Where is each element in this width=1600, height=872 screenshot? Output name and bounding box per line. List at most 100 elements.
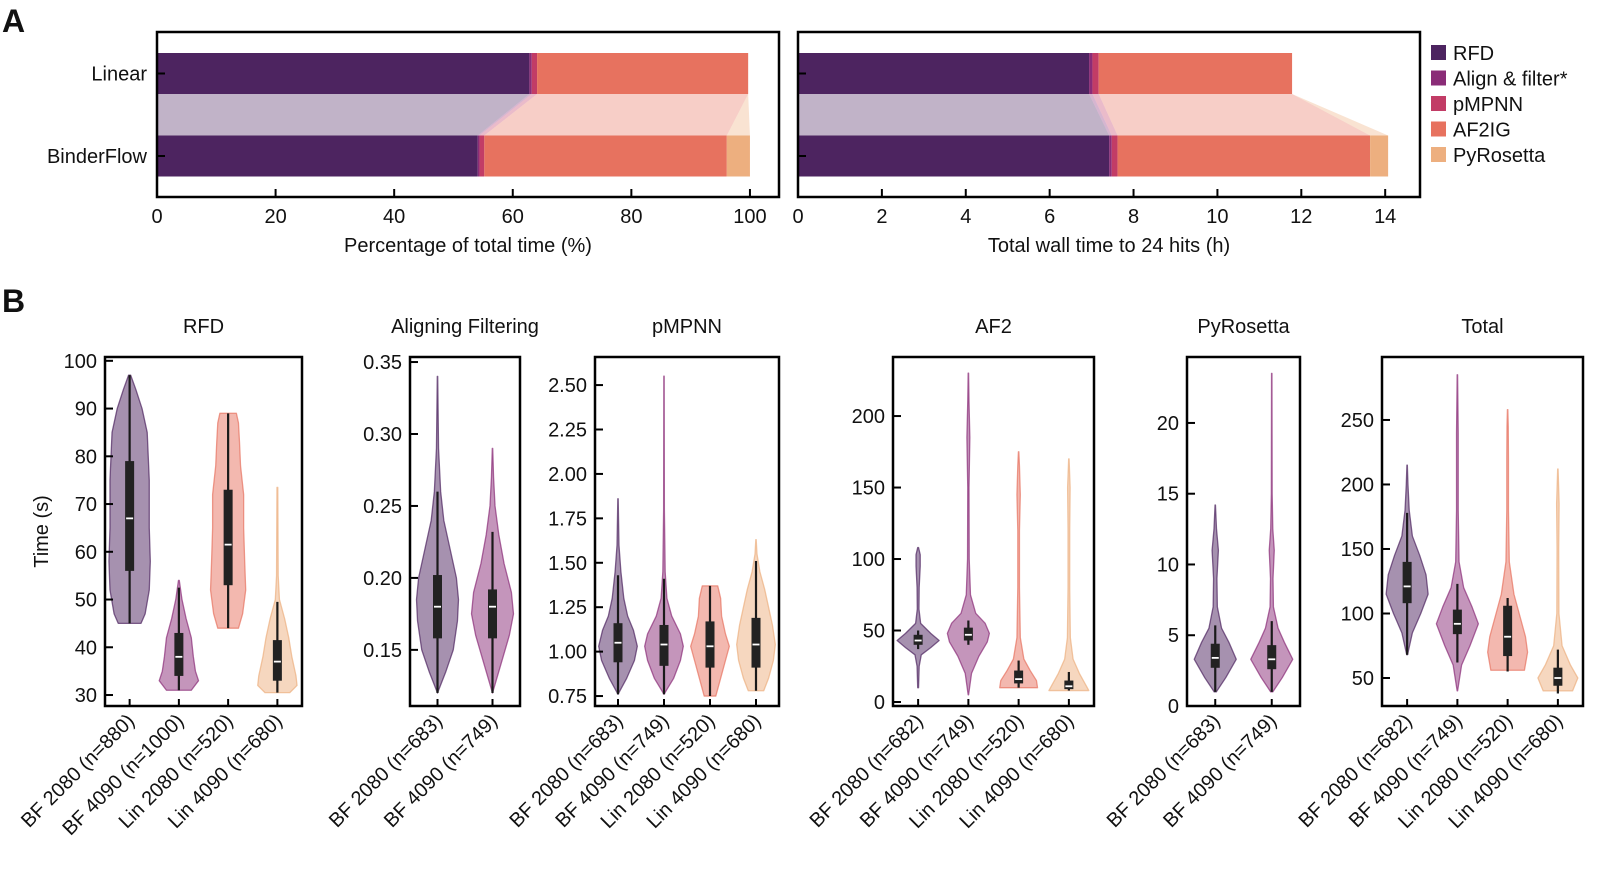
connector-band (1098, 94, 1371, 136)
panel-letter-b: B (2, 283, 25, 319)
violin-body (257, 486, 298, 694)
connector-band (1089, 94, 1112, 136)
panel-title: Total (1461, 316, 1503, 338)
connector-band (798, 94, 1110, 136)
bar-segment (726, 135, 750, 177)
legend-label: AF2IG (1453, 120, 1511, 142)
x-tick-label: 10 (1206, 206, 1228, 228)
legend-label: pMPNN (1453, 94, 1523, 116)
x-tick-label: 100 (733, 206, 766, 228)
x-axis-label: Total wall time to 24 hits (h) (988, 235, 1230, 257)
axes-frame (593, 355, 781, 708)
y-tick-label: 10 (1157, 554, 1179, 576)
connector-band (484, 94, 749, 136)
bar-segment (1111, 135, 1118, 177)
x-tick-label: 2 (876, 206, 887, 228)
y-tick-label: 0.75 (548, 686, 587, 708)
y-tick-label: 90 (75, 399, 97, 421)
x-tick-label: 0 (792, 206, 803, 228)
x-tick-label: 0 (151, 206, 162, 228)
y-tick-label: 100 (64, 351, 97, 373)
axes-frame (1380, 355, 1585, 708)
axes-frame (796, 30, 1422, 199)
legend-swatch (1431, 96, 1446, 111)
violin-body (1193, 504, 1237, 693)
bar-segment (798, 53, 1090, 94)
y-tick-label: 1.75 (548, 508, 587, 530)
y-tick-label: 50 (863, 621, 885, 643)
stacked-bar-chart-walltime: 0 2 4 6 8 10 12 14 Total wall time to 24 hits (h… (792, 30, 1422, 257)
y-axis-label: Time (s) (31, 495, 53, 568)
axes-frame (103, 355, 304, 708)
connector-band (157, 94, 530, 136)
x-tick-label: 80 (620, 206, 642, 228)
connector-band (479, 94, 538, 136)
iqr-box (488, 589, 497, 639)
iqr-box (1064, 680, 1074, 690)
iqr-box (1452, 609, 1462, 635)
y-tick-label: 250 (1341, 410, 1374, 432)
violin-body (946, 372, 991, 696)
bar-segment (537, 53, 749, 94)
panel-title: Aligning Filtering (391, 316, 539, 338)
bar-segment (531, 53, 538, 94)
y-tick-label: 100 (1341, 603, 1374, 625)
legend-label: RFD (1453, 43, 1494, 65)
y-tick-label: 1.50 (548, 553, 587, 575)
bar-segment (1089, 53, 1093, 94)
bar-segment (479, 135, 485, 177)
y-tick-label: 200 (1341, 474, 1374, 496)
violin-body (1250, 372, 1294, 693)
x-tick-label: 60 (502, 206, 524, 228)
stacked-bar-chart-percent: Linear BinderFlow 0 20 40 60 80 100 Percentage o… (47, 30, 781, 257)
y-tick-label: 0.25 (363, 496, 402, 518)
axes-frame (155, 30, 781, 199)
iqr-box (1014, 670, 1024, 684)
iqr-box (223, 489, 233, 586)
y-tick-label: 150 (852, 478, 885, 500)
legend-swatch (1431, 121, 1446, 137)
panel-title: pMPNN (652, 316, 722, 338)
connector-band (477, 94, 532, 136)
x-tick-label: 20 (264, 206, 286, 228)
bar-segment (1098, 53, 1293, 94)
y-tick-label: 0.30 (363, 424, 402, 446)
panel-title: RFD (183, 316, 224, 338)
y-tick-label: 50 (75, 590, 97, 612)
y-tick-label: 50 (1352, 668, 1374, 690)
iqr-box (751, 617, 761, 668)
iqr-box (705, 621, 715, 668)
bar-segment (1109, 135, 1112, 177)
y-tick-label: 1.00 (548, 642, 587, 664)
bar-segment (529, 53, 532, 94)
y-tick-label: 0 (874, 692, 885, 714)
y-tick-label: 40 (75, 637, 97, 659)
iqr-box (1267, 645, 1277, 670)
y-tick-label: 2.00 (548, 464, 587, 486)
y-tick-label: 60 (75, 542, 97, 564)
bar-segment (1370, 135, 1389, 177)
bar-segment (1117, 135, 1371, 177)
connector-band (1092, 94, 1118, 136)
violin-body (1487, 408, 1529, 671)
y-tick-label: 20 (1157, 413, 1179, 435)
y-tick-label: BinderFlow (47, 146, 148, 168)
axes-frame (408, 355, 522, 708)
legend-swatch (1431, 45, 1446, 60)
y-tick-label: 80 (75, 446, 97, 468)
x-tick-label: 40 (383, 206, 405, 228)
iqr-box (1402, 561, 1412, 604)
axes-frame (891, 355, 1096, 708)
violin-body (896, 546, 940, 689)
violin-body (1048, 458, 1090, 692)
axes-frame (1185, 355, 1302, 708)
y-tick-label: 15 (1157, 484, 1179, 506)
x-tick-label: 12 (1290, 206, 1312, 228)
bar-segment (157, 135, 478, 177)
